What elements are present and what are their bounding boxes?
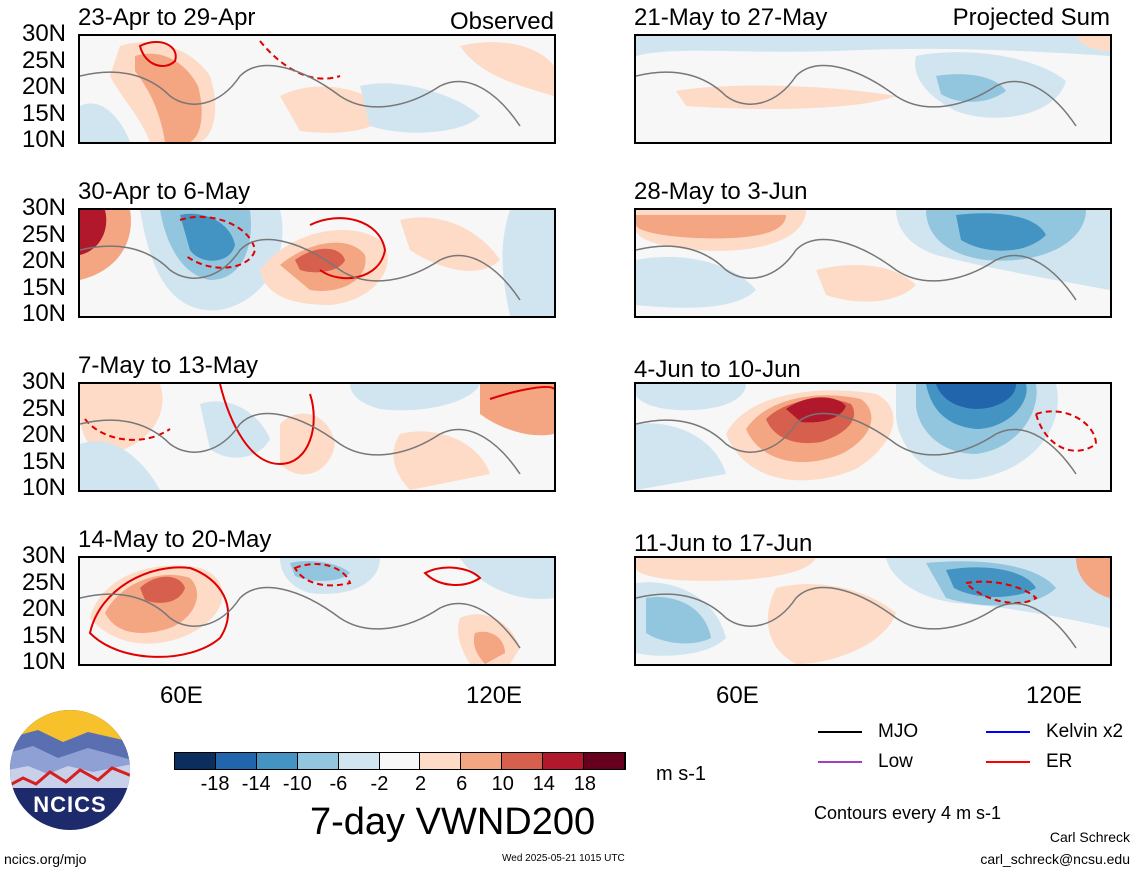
colorbar-swatch bbox=[256, 753, 298, 769]
logo-text: NCICS bbox=[33, 792, 107, 817]
footer-timestamp: Wed 2025-05-21 1015 UTC bbox=[502, 853, 625, 864]
lat-label: 10N bbox=[21, 300, 66, 327]
legend-label: Low bbox=[878, 751, 913, 772]
lat-label: 20N bbox=[21, 247, 66, 274]
legend-line bbox=[818, 731, 862, 733]
lat-label: 10N bbox=[21, 126, 66, 153]
lat-label: 15N bbox=[21, 621, 66, 649]
colorbar-swatch bbox=[584, 753, 625, 769]
map-panel-left-2 bbox=[78, 208, 556, 318]
colorbar-swatch bbox=[215, 753, 257, 769]
panel-right-1-title: 21-May to 27-May bbox=[634, 4, 828, 31]
colorbar-tick-label: 2 bbox=[414, 773, 427, 795]
panel-right-3-title: 4-Jun to 10-Jun bbox=[634, 356, 801, 383]
panel-right-4-title: 11-Jun to 17-Jun bbox=[634, 530, 813, 557]
lat-label: 30N bbox=[21, 542, 66, 569]
figure-title: 7-day VWND200 bbox=[310, 801, 596, 843]
colorbar-tick-label: -2 bbox=[370, 773, 389, 795]
lat-label: 15N bbox=[21, 447, 66, 475]
legend-label: MJO bbox=[878, 721, 919, 742]
panel-left-4-title: 14-May to 20-May bbox=[78, 526, 272, 553]
colorbar-swatch bbox=[175, 753, 216, 769]
panel-left-1-tag: Observed bbox=[449, 8, 554, 35]
colorbar-units: m s-1 bbox=[656, 763, 706, 785]
colorbar-swatch bbox=[543, 753, 585, 769]
panel-left-2-title: 30-Apr to 6-May bbox=[78, 178, 251, 205]
map-panel-right-4 bbox=[634, 556, 1112, 666]
lat-label: 15N bbox=[21, 99, 66, 127]
lat-label: 30N bbox=[21, 368, 66, 395]
ncics-logo: NCICS bbox=[8, 708, 132, 832]
legend-line bbox=[986, 731, 1030, 733]
map-panel-right-3 bbox=[634, 382, 1112, 492]
lat-label: 25N bbox=[21, 220, 66, 248]
lon-label-60e-left: 60E bbox=[160, 682, 203, 709]
panel-left-1-title: 23-Apr to 29-Apr bbox=[78, 4, 256, 31]
map-panel-right-2 bbox=[634, 208, 1112, 318]
map-panel-left-3 bbox=[78, 382, 556, 492]
map-panel-left-1 bbox=[78, 34, 556, 144]
lat-label: 25N bbox=[21, 394, 66, 422]
legend-line bbox=[818, 761, 862, 763]
lon-label-120e-left: 120E bbox=[466, 682, 523, 709]
legend-line bbox=[986, 761, 1030, 763]
legend-label: ER bbox=[1046, 751, 1073, 772]
colorbar-swatch bbox=[379, 753, 421, 769]
footer-email[interactable]: carl_schreck@ncsu.edu bbox=[980, 851, 1130, 867]
colorbar-tick-label: 6 bbox=[456, 773, 468, 795]
lat-label: 10N bbox=[21, 474, 66, 501]
lat-label: 25N bbox=[21, 46, 66, 74]
lon-label-120e-right: 120E bbox=[1026, 682, 1083, 709]
legend-note: Contours every 4 m s-1 bbox=[814, 803, 1002, 823]
lat-label: 30N bbox=[21, 194, 66, 221]
colorbar-swatch bbox=[297, 753, 339, 769]
colorbar-tick-label: -18 bbox=[200, 773, 230, 795]
lat-label: 10N bbox=[21, 648, 66, 675]
colorbar-swatch bbox=[338, 753, 380, 769]
colorbar-tick-label: -10 bbox=[282, 773, 312, 795]
footer-url[interactable]: ncics.org/mjo bbox=[4, 851, 87, 867]
lat-label: 20N bbox=[21, 73, 66, 100]
colorbar-tick-label: 14 bbox=[532, 773, 555, 795]
colorbar-swatch bbox=[461, 753, 503, 769]
colorbar-tick-label: 18 bbox=[573, 773, 597, 795]
panel-right-1-tag: Projected Sum bbox=[952, 4, 1110, 31]
lat-label: 20N bbox=[21, 421, 66, 448]
map-panel-left-4 bbox=[78, 556, 556, 666]
colorbar-tick-label: -6 bbox=[329, 773, 348, 795]
map-panel-right-1 bbox=[634, 34, 1112, 144]
lat-label: 30N bbox=[21, 20, 66, 47]
colorbar bbox=[174, 752, 626, 772]
footer-author: Carl Schreck bbox=[1049, 829, 1130, 845]
legend-label: Kelvin x2 bbox=[1046, 721, 1124, 742]
colorbar-swatch bbox=[502, 753, 544, 769]
panel-left-3-title: 7-May to 13-May bbox=[78, 352, 259, 379]
lat-label: 15N bbox=[21, 273, 66, 301]
lat-label: 20N bbox=[21, 595, 66, 622]
lon-label-60e-right: 60E bbox=[716, 682, 759, 709]
lat-label: 25N bbox=[21, 568, 66, 596]
colorbar-swatch bbox=[420, 753, 462, 769]
panel-right-2-title: 28-May to 3-Jun bbox=[634, 178, 808, 205]
colorbar-tick-label: 10 bbox=[491, 773, 514, 795]
colorbar-tick-label: -14 bbox=[241, 773, 271, 795]
